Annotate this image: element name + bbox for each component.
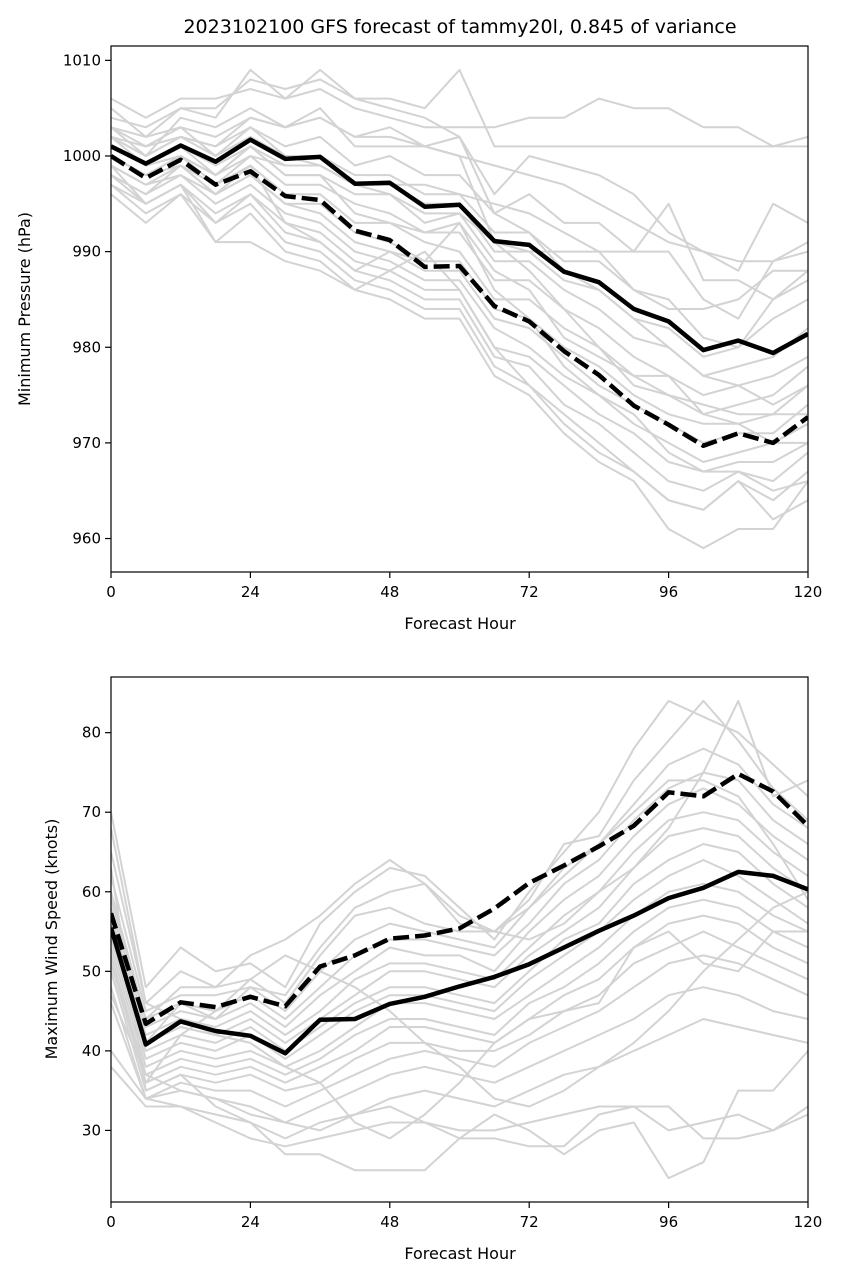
x-tick-label: 24	[241, 1213, 260, 1231]
x-tick-label: 72	[520, 1213, 539, 1231]
x-tick-label: 24	[241, 583, 260, 601]
dashed-mean-line	[111, 154, 808, 449]
y-tick-label: 50	[82, 962, 101, 980]
ensemble-member-line	[111, 699, 808, 989]
axes-frame	[110, 676, 809, 1203]
dashed-mean-line	[111, 771, 808, 1027]
ensemble-member-line	[111, 811, 808, 1036]
x-axis-label: Forecast Hour	[404, 614, 516, 633]
solid-mean-line	[111, 137, 808, 356]
ensemble-member-line	[111, 126, 808, 301]
ensemble-member-line	[111, 78, 808, 406]
ensemble-member-line	[111, 699, 808, 1020]
x-axis-label: Forecast Hour	[404, 1244, 516, 1263]
y-axis-label: Minimum Pressure (hPa)	[15, 212, 34, 406]
ensemble-member-line	[111, 155, 808, 310]
plot-area	[111, 68, 808, 550]
y-tick-label: 1010	[63, 51, 101, 69]
plot-area	[111, 699, 808, 1180]
y-tick-label: 40	[82, 1042, 101, 1060]
ensemble-member-line	[111, 771, 808, 1020]
pressure-panel: 2023102100 GFS forecast of tammy20l, 0.8…	[15, 16, 822, 633]
x-tick-label: 120	[794, 1213, 823, 1231]
ensemble-member-line	[111, 898, 808, 1076]
ensemble-member-line	[111, 164, 808, 521]
ensemble-member-line	[111, 174, 808, 473]
y-tick-label: 70	[82, 803, 101, 821]
x-tick-label: 96	[659, 583, 678, 601]
x-tick-label: 0	[106, 583, 116, 601]
y-tick-label: 960	[72, 530, 101, 548]
ensemble-member-line	[111, 882, 808, 1068]
ensemble-member-line	[111, 994, 808, 1148]
ensemble-member-line	[111, 1066, 808, 1148]
ensemble-member-line	[111, 930, 808, 1092]
ensemble-member-line	[111, 779, 808, 1044]
x-tick-label: 48	[380, 583, 399, 601]
x-tick-label: 120	[794, 583, 823, 601]
x-tick-label: 48	[380, 1213, 399, 1231]
ensemble-member-line	[111, 859, 808, 1060]
ensemble-member-line	[111, 126, 808, 320]
ensemble-member-line	[111, 174, 808, 463]
ensemble-member-line	[111, 68, 808, 148]
ensemble-member-line	[111, 164, 808, 492]
y-tick-label: 990	[72, 243, 101, 261]
y-tick-label: 980	[72, 338, 101, 356]
ensemble-member-line	[111, 193, 808, 550]
x-tick-label: 0	[106, 1213, 116, 1231]
ensemble-member-line	[111, 747, 808, 1013]
ensemble-member-line	[111, 890, 808, 1108]
ensemble-member-line	[111, 155, 808, 397]
ensemble-member-line	[111, 827, 808, 1044]
solid-mean-line	[111, 869, 808, 1056]
chart-title: 2023102100 GFS forecast of tammy20l, 0.8…	[183, 16, 736, 38]
y-tick-label: 1000	[63, 147, 101, 165]
ensemble-member-line	[111, 183, 808, 492]
ensemble-member-line	[111, 827, 808, 1140]
ensemble-member-line	[111, 699, 808, 1005]
ensemble-member-line	[111, 116, 808, 263]
y-tick-label: 60	[82, 883, 101, 901]
axes-frame	[110, 45, 809, 573]
y-axis-label: Maximum Wind Speed (knots)	[42, 819, 61, 1060]
y-tick-label: 80	[82, 724, 101, 742]
ensemble-member-line	[111, 88, 808, 148]
ensemble-member-line	[111, 914, 808, 1084]
y-tick-label: 970	[72, 434, 101, 452]
ensemble-member-line	[111, 954, 808, 1108]
wind-panel: Forecast Hour Maximum Wind Speed (knots)…	[42, 676, 823, 1263]
ensemble-member-line	[111, 1018, 808, 1140]
ensemble-member-line	[111, 986, 808, 1124]
x-tick-label: 72	[520, 583, 539, 601]
y-tick-label: 30	[82, 1121, 101, 1139]
x-tick-label: 96	[659, 1213, 678, 1231]
